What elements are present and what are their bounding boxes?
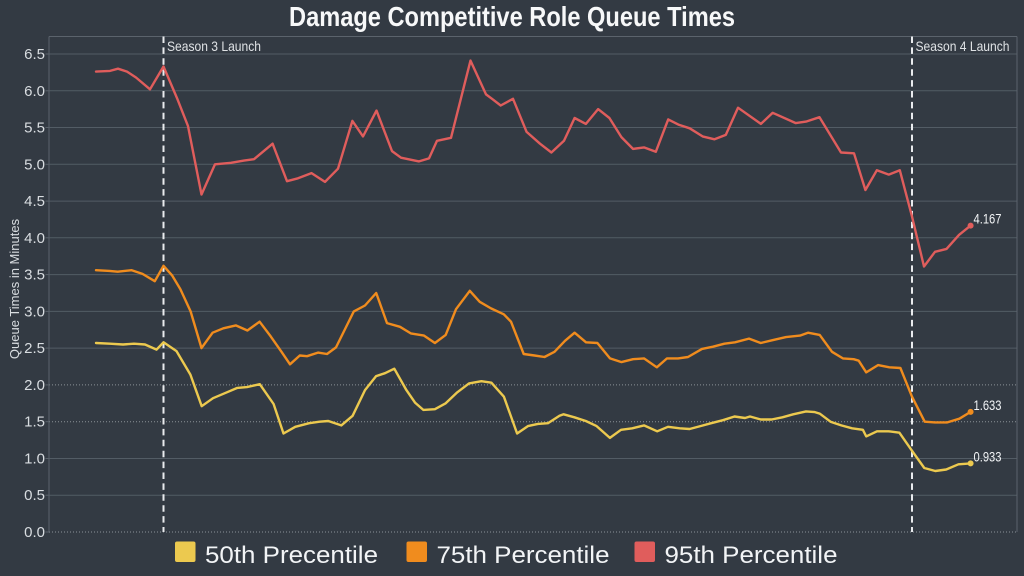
svg-text:5.5: 5.5 bbox=[24, 120, 45, 137]
svg-text:0.0: 0.0 bbox=[24, 524, 45, 541]
svg-text:3.0: 3.0 bbox=[24, 303, 45, 320]
svg-text:3.5: 3.5 bbox=[24, 267, 45, 284]
svg-text:6.5: 6.5 bbox=[24, 46, 45, 63]
svg-text:Season 3 Launch: Season 3 Launch bbox=[167, 39, 261, 54]
svg-text:2.5: 2.5 bbox=[24, 340, 45, 357]
svg-text:4.0: 4.0 bbox=[24, 230, 45, 247]
svg-text:2.0: 2.0 bbox=[24, 377, 45, 394]
svg-text:1.0: 1.0 bbox=[24, 451, 45, 468]
svg-text:75th Percentile: 75th Percentile bbox=[437, 542, 610, 569]
svg-text:95th Percentile: 95th Percentile bbox=[665, 542, 838, 569]
svg-text:0.5: 0.5 bbox=[24, 487, 45, 504]
svg-text:1.633: 1.633 bbox=[974, 397, 1002, 413]
svg-text:0.933: 0.933 bbox=[974, 448, 1002, 464]
svg-text:4.5: 4.5 bbox=[24, 193, 45, 210]
svg-text:Season 4 Launch: Season 4 Launch bbox=[916, 39, 1010, 54]
svg-text:Queue Times in Minutes: Queue Times in Minutes bbox=[7, 218, 22, 359]
svg-text:6.0: 6.0 bbox=[24, 83, 45, 100]
svg-text:Damage Competitive Role Queue: Damage Competitive Role Queue Times bbox=[289, 1, 735, 32]
svg-text:4.167: 4.167 bbox=[974, 211, 1002, 227]
svg-text:5.0: 5.0 bbox=[24, 156, 45, 173]
svg-text:1.5: 1.5 bbox=[24, 414, 45, 431]
svg-text:50th Precentile: 50th Precentile bbox=[205, 542, 378, 569]
